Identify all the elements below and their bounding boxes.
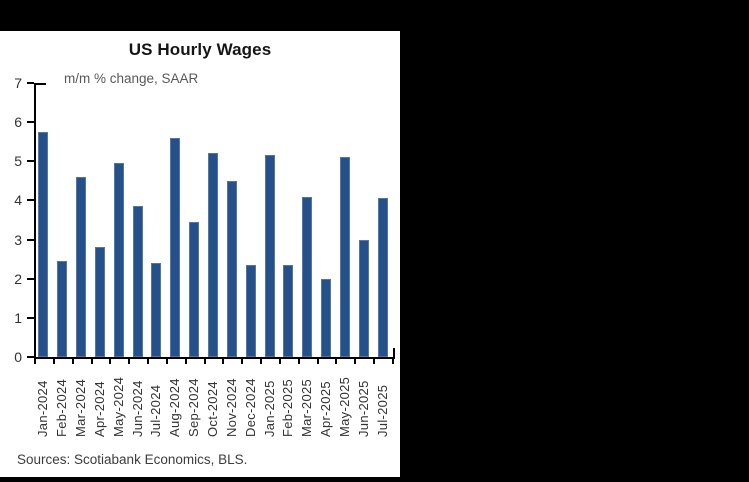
bar [245,265,256,357]
x-axis-end-tick [393,348,395,357]
bar [132,206,143,357]
bar [94,247,105,357]
x-axis-label: Dec-2024 [242,378,258,437]
bar [226,180,237,357]
bar [151,263,162,357]
x-axis-label: Jul-2024 [148,384,164,437]
plot-area: 0 1 2 3 4 5 6 7 Jan-2024 Feb-2024 Mar-2024 Apr-2024… [0,31,400,477]
x-axis-line [34,357,395,359]
y-axis-tick [27,82,34,84]
x-axis-tick [184,359,187,364]
y-axis-tick [27,238,34,241]
x-axis-label: Nov-2024 [223,378,239,437]
x-axis-tick [354,359,357,364]
x-axis-tick [373,359,376,364]
y-axis-label: 7 [14,75,22,91]
x-axis-tick [391,359,394,364]
x-axis-tick [222,359,225,364]
x-axis-tick [297,359,300,364]
bar [264,155,275,357]
y-axis-label: 6 [14,114,22,131]
bar [339,157,350,357]
x-axis-label: Oct-2024 [204,381,220,437]
bar [57,261,68,357]
bar [358,239,369,357]
bar [321,278,332,357]
source-note: Sources: Scotiabank Economics, BLS. [17,452,248,467]
bar [377,198,388,357]
x-axis-label: Mar-2024 [73,378,89,437]
bar [38,131,49,357]
bar [207,153,218,357]
x-axis-tick [316,359,319,364]
y-axis-top-tick [34,83,46,85]
x-axis-label: Jan-2025 [261,380,277,437]
x-axis-tick [128,359,131,364]
x-axis-label: Apr-2024 [91,381,107,437]
x-axis-label: Jun-2024 [129,380,145,437]
y-axis-label: 5 [14,153,22,170]
x-axis-label: Aug-2024 [167,378,183,437]
bar [76,176,87,357]
x-axis-label: Jan-2024 [35,380,51,437]
x-axis-tick [52,359,55,364]
bar [283,265,294,357]
x-axis-label: Jul-2025 [374,384,390,437]
y-axis-label: 0 [14,349,22,365]
x-axis-label: Sep-2024 [186,378,202,437]
x-axis-tick [165,359,168,364]
x-axis-label: May-2025 [336,376,352,437]
x-axis-label: Apr-2025 [318,381,334,437]
x-axis-tick [241,359,244,364]
y-axis-label: 3 [14,231,22,248]
y-axis-line [34,83,36,359]
x-axis-label: Feb-2024 [54,378,70,437]
x-axis-tick [335,359,338,364]
y-axis-tick [27,199,34,202]
y-axis-tick [27,121,34,124]
bar [113,163,124,357]
x-axis-tick [203,359,206,364]
x-axis-tick [147,359,150,364]
x-axis-tick [71,359,74,364]
y-axis-label: 2 [14,270,22,287]
x-axis-tick [260,359,263,364]
x-axis-tick [109,359,112,364]
x-axis-tick [278,359,281,364]
y-axis-tick [27,160,34,163]
x-axis-label: Mar-2025 [299,378,315,437]
x-axis-label: May-2024 [110,376,126,437]
y-axis-label: 4 [14,192,22,209]
x-axis-label: Feb-2025 [280,378,296,437]
bar [302,196,313,357]
bar [170,137,181,357]
bar [189,221,200,357]
chart-title: US Hourly Wages [128,40,272,59]
x-axis-tick [90,359,93,364]
y-axis-label: 1 [14,309,22,326]
y-axis-tick [27,356,34,358]
y-axis-tick [27,316,34,319]
x-axis-label: Jun-2025 [355,380,371,437]
x-axis-tick [34,359,36,364]
chart-panel: US Hourly Wages m/m % change, SAAR 0 1 2 3 4… [0,31,400,477]
chart-subtitle: m/m % change, SAAR [64,71,199,86]
y-axis-tick [27,277,34,280]
